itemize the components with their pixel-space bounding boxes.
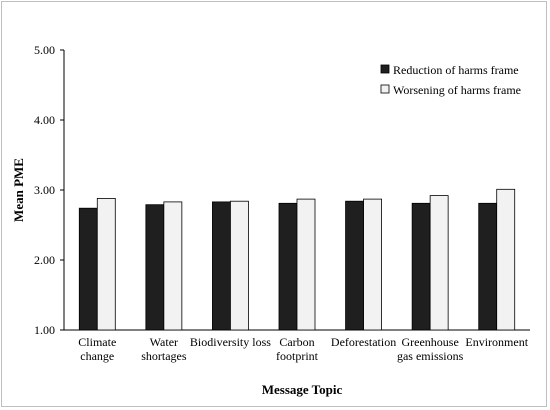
- y-tick-label: 4.00: [34, 113, 55, 127]
- legend-label: Worsening of harms frame: [393, 83, 521, 97]
- y-axis: 1.00 2.00 3.00 4.00 5.00: [34, 43, 65, 337]
- bar-worsening-4: [363, 198, 382, 331]
- category-label: Environment: [465, 335, 528, 349]
- category-label: Climate change: [78, 335, 116, 363]
- bar-worsening-5: [429, 195, 449, 331]
- legend-label: Reduction of harms frame: [393, 63, 519, 77]
- y-axis-title: Mean PME: [11, 158, 26, 222]
- bar-reduction-3: [278, 202, 298, 331]
- y-tick-label: 5.00: [34, 43, 55, 57]
- bar-worsening-0: [96, 197, 116, 331]
- category-label: Carbon footprint: [276, 335, 319, 363]
- bar-reduction-1: [145, 204, 165, 331]
- y-tick-label: 1.00: [34, 323, 55, 337]
- legend-swatch: [380, 64, 390, 74]
- category-labels: Climate change Water shortagesBiodiversity …: [78, 335, 528, 363]
- category-label: Deforestation: [331, 335, 396, 349]
- y-tick-label: 3.00: [34, 183, 55, 197]
- category-label: Greenhouse gas emissions: [397, 335, 464, 363]
- bar-reduction-2: [212, 201, 231, 331]
- bars: [78, 188, 516, 331]
- bar-worsening-2: [230, 200, 249, 331]
- bar-worsening-3: [296, 198, 316, 331]
- category-label: Biodiversity loss: [190, 335, 271, 349]
- category-label: Water shortages: [141, 335, 187, 363]
- legend: Reduction of harms frame Worsening of har…: [380, 63, 521, 97]
- bar-worsening-6: [496, 188, 516, 331]
- bar-reduction-6: [478, 202, 498, 331]
- bar-reduction-5: [411, 202, 431, 331]
- bar-worsening-1: [163, 201, 183, 331]
- bar-reduction-4: [345, 200, 364, 331]
- y-tick-label: 2.00: [34, 253, 55, 267]
- bar-reduction-0: [78, 207, 98, 331]
- legend-swatch: [380, 84, 390, 94]
- x-axis-title: Message Topic: [262, 382, 343, 397]
